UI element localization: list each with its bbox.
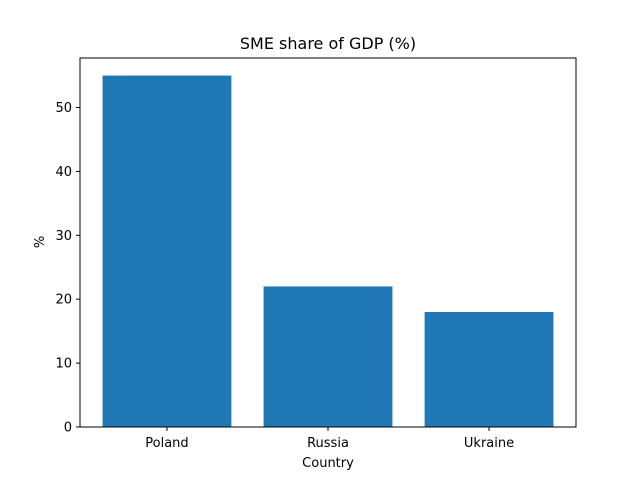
bars-group (102, 75, 554, 428)
bar-ukraine (424, 311, 554, 427)
chart-title: SME share of GDP (%) (240, 34, 416, 53)
y-axis-label: % (33, 236, 48, 248)
bar-russia (263, 286, 393, 427)
y-tick-label: 0 (64, 421, 72, 436)
y-tick-label: 50 (55, 101, 72, 116)
x-tick-label: Ukraine (464, 436, 514, 451)
x-axis: Poland Russia Ukraine (145, 427, 514, 451)
y-tick-label: 30 (55, 229, 72, 244)
x-tick-label: Russia (307, 436, 349, 451)
y-tick-label: 10 (55, 357, 72, 372)
x-tick-label: Poland (145, 436, 188, 451)
bar-poland (102, 75, 232, 428)
x-axis-label: Country (302, 456, 354, 471)
y-axis: 0 10 20 30 40 50 (55, 101, 80, 436)
y-tick-label: 40 (55, 165, 72, 180)
y-tick-label: 20 (55, 293, 72, 308)
plot-frame (79, 57, 577, 428)
